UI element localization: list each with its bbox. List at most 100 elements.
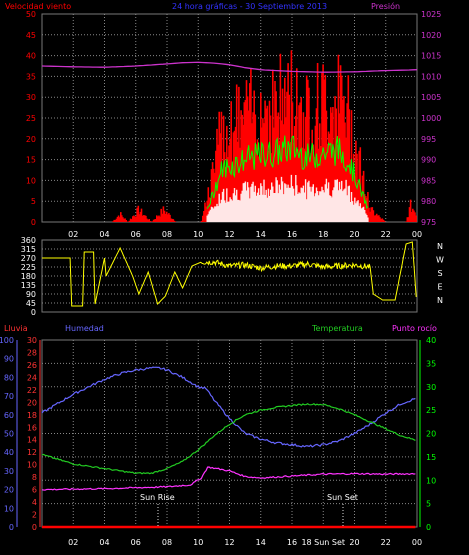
temperature-tick-label: 10 xyxy=(426,476,436,485)
wind-gust-series xyxy=(206,135,369,210)
direction-tick-label: 135 xyxy=(21,281,36,290)
wind-x-tick-label: 18 xyxy=(318,230,328,239)
humidity-tick-label: 40 xyxy=(4,448,14,457)
pressure-tick-label: 1025 xyxy=(421,10,441,19)
humidity-tick-label: 20 xyxy=(4,486,14,495)
humidity-tick-label: 80 xyxy=(4,373,14,382)
pressure-tick-label: 995 xyxy=(421,135,436,144)
direction-tick-label: 270 xyxy=(21,254,36,263)
wind-x-axis: 02 04 06 08 10 12 14 16 18 20 22 00 xyxy=(68,230,422,239)
climate-x-tick-label: 00 xyxy=(412,538,422,547)
humidity-tick-label: 50 xyxy=(4,430,14,439)
wind-average-series xyxy=(206,174,369,222)
compass-point: N xyxy=(437,296,443,305)
rain-tick-label: 8 xyxy=(32,473,37,482)
rain-tick-label: 16 xyxy=(27,423,37,432)
wind-y-axis: 0 5 10 15 20 25 30 35 40 45 50 xyxy=(26,10,36,227)
temperature-tick-label: 20 xyxy=(426,430,436,439)
rain-tick-label: 10 xyxy=(27,461,37,470)
wind-x-tick-label: 16 xyxy=(287,230,297,239)
direction-series xyxy=(42,241,417,307)
wind-x-tick-label: 08 xyxy=(162,230,172,239)
compass-point: E xyxy=(437,283,442,292)
wind-x-tick-label: 22 xyxy=(381,230,391,239)
climate-x-axis: 02 04 06 08 10 12 14 16 18 Sun Set 20 22 00 xyxy=(68,538,422,547)
pressure-tick-label: 985 xyxy=(421,176,436,185)
humidity-label: Humedad xyxy=(65,324,104,333)
sunrise-label: Sun Rise xyxy=(140,493,175,502)
wind-x-tick-label: 06 xyxy=(131,230,141,239)
climate-y-axes: 0 5 10 15 20 25 30 35 40 0 10 20 30 40 50 60 70 80 90 100 0 2… xyxy=(0,336,436,532)
humidity-tick-label: 0 xyxy=(9,523,14,532)
temperature-tick-label: 5 xyxy=(426,500,431,509)
humidity-tick-label: 30 xyxy=(4,467,14,476)
compass-point: W xyxy=(436,256,444,265)
pressure-tick-label: 1010 xyxy=(421,72,441,81)
rain-tick-label: 18 xyxy=(27,411,37,420)
direction-tick-label: 180 xyxy=(21,272,36,281)
wind-direction-series xyxy=(42,241,417,307)
climate-x-tick-label: 02 xyxy=(68,538,78,547)
humidity-series xyxy=(41,366,416,448)
pressure-tick-label: 990 xyxy=(421,156,436,165)
sunrise-marker: Sun Rise xyxy=(140,493,175,527)
wind-tick-label: 40 xyxy=(26,52,36,61)
rain-label: Lluvia xyxy=(4,324,28,333)
pressure-tick-label: 1000 xyxy=(421,114,441,123)
temperature-tick-label: 0 xyxy=(426,523,431,532)
humidity-tick-label: 60 xyxy=(4,411,14,420)
temperature-tick-label: 40 xyxy=(426,336,436,345)
direction-tick-label: 90 xyxy=(26,290,36,299)
climate-x-tick-label: 06 xyxy=(131,538,141,547)
rain-tick-label: 12 xyxy=(27,448,37,457)
humidity-tick-label: 90 xyxy=(4,355,14,364)
wind-x-tick-label: 00 xyxy=(412,230,422,239)
pressure-tick-label: 1015 xyxy=(421,52,441,61)
wind-x-tick-label: 10 xyxy=(193,230,203,239)
wind-tick-label: 35 xyxy=(26,72,36,81)
wind-tick-label: 45 xyxy=(26,31,36,40)
chart-title: 24 hora gráficas - 30 Septiembre 2013 xyxy=(172,2,327,11)
dewpoint-series xyxy=(41,466,416,491)
pressure-series xyxy=(41,61,418,73)
sunset-label: Sun Set xyxy=(327,493,358,502)
climate-panel: 0510152025303540010203040506070809010002… xyxy=(0,336,436,547)
wind-x-tick-label: 12 xyxy=(224,230,234,239)
wind-tick-label: 25 xyxy=(26,114,36,123)
dewpoint-label: Punto rocío xyxy=(392,324,437,333)
rain-tick-label: 28 xyxy=(27,348,37,357)
wind-tick-label: 50 xyxy=(26,10,36,19)
temperature-label: Temperatura xyxy=(311,324,363,333)
direction-tick-label: 315 xyxy=(21,245,36,254)
wind-x-tick-label: 04 xyxy=(99,230,109,239)
pressure-y-axis: 975 980 985 990 995 1000 1005 1010 1015 1020 1025 xyxy=(421,10,441,227)
pressure-label: Presión xyxy=(371,1,400,11)
climate-series xyxy=(41,366,416,529)
rain-tick-label: 30 xyxy=(27,336,37,345)
temperature-tick-label: 25 xyxy=(426,406,436,415)
wind-x-tick-label: 20 xyxy=(349,230,359,239)
pressure-tick-label: 980 xyxy=(421,197,436,206)
humidity-tick-label: 100 xyxy=(0,336,14,345)
climate-x-tick-label: 22 xyxy=(381,538,391,547)
pressure-tick-label: 975 xyxy=(421,218,436,227)
climate-x-tick-label: 16 xyxy=(287,538,297,547)
pressure-tick-label: 1020 xyxy=(421,31,441,40)
temperature-series xyxy=(41,402,416,475)
wind-tick-label: 0 xyxy=(31,218,36,227)
compass-point: S xyxy=(437,269,442,278)
temperature-tick-label: 35 xyxy=(426,359,436,368)
compass-point: N xyxy=(437,242,443,251)
humidity-tick-label: 70 xyxy=(4,392,14,401)
rain-tick-label: 22 xyxy=(27,386,37,395)
climate-x-tick-label: 04 xyxy=(99,538,109,547)
rain-tick-label: 0 xyxy=(32,523,37,532)
rain-tick-label: 14 xyxy=(27,436,37,445)
temperature-tick-label: 15 xyxy=(426,453,436,462)
wind-tick-label: 10 xyxy=(26,176,36,185)
climate-x-tick-label: 08 xyxy=(162,538,172,547)
